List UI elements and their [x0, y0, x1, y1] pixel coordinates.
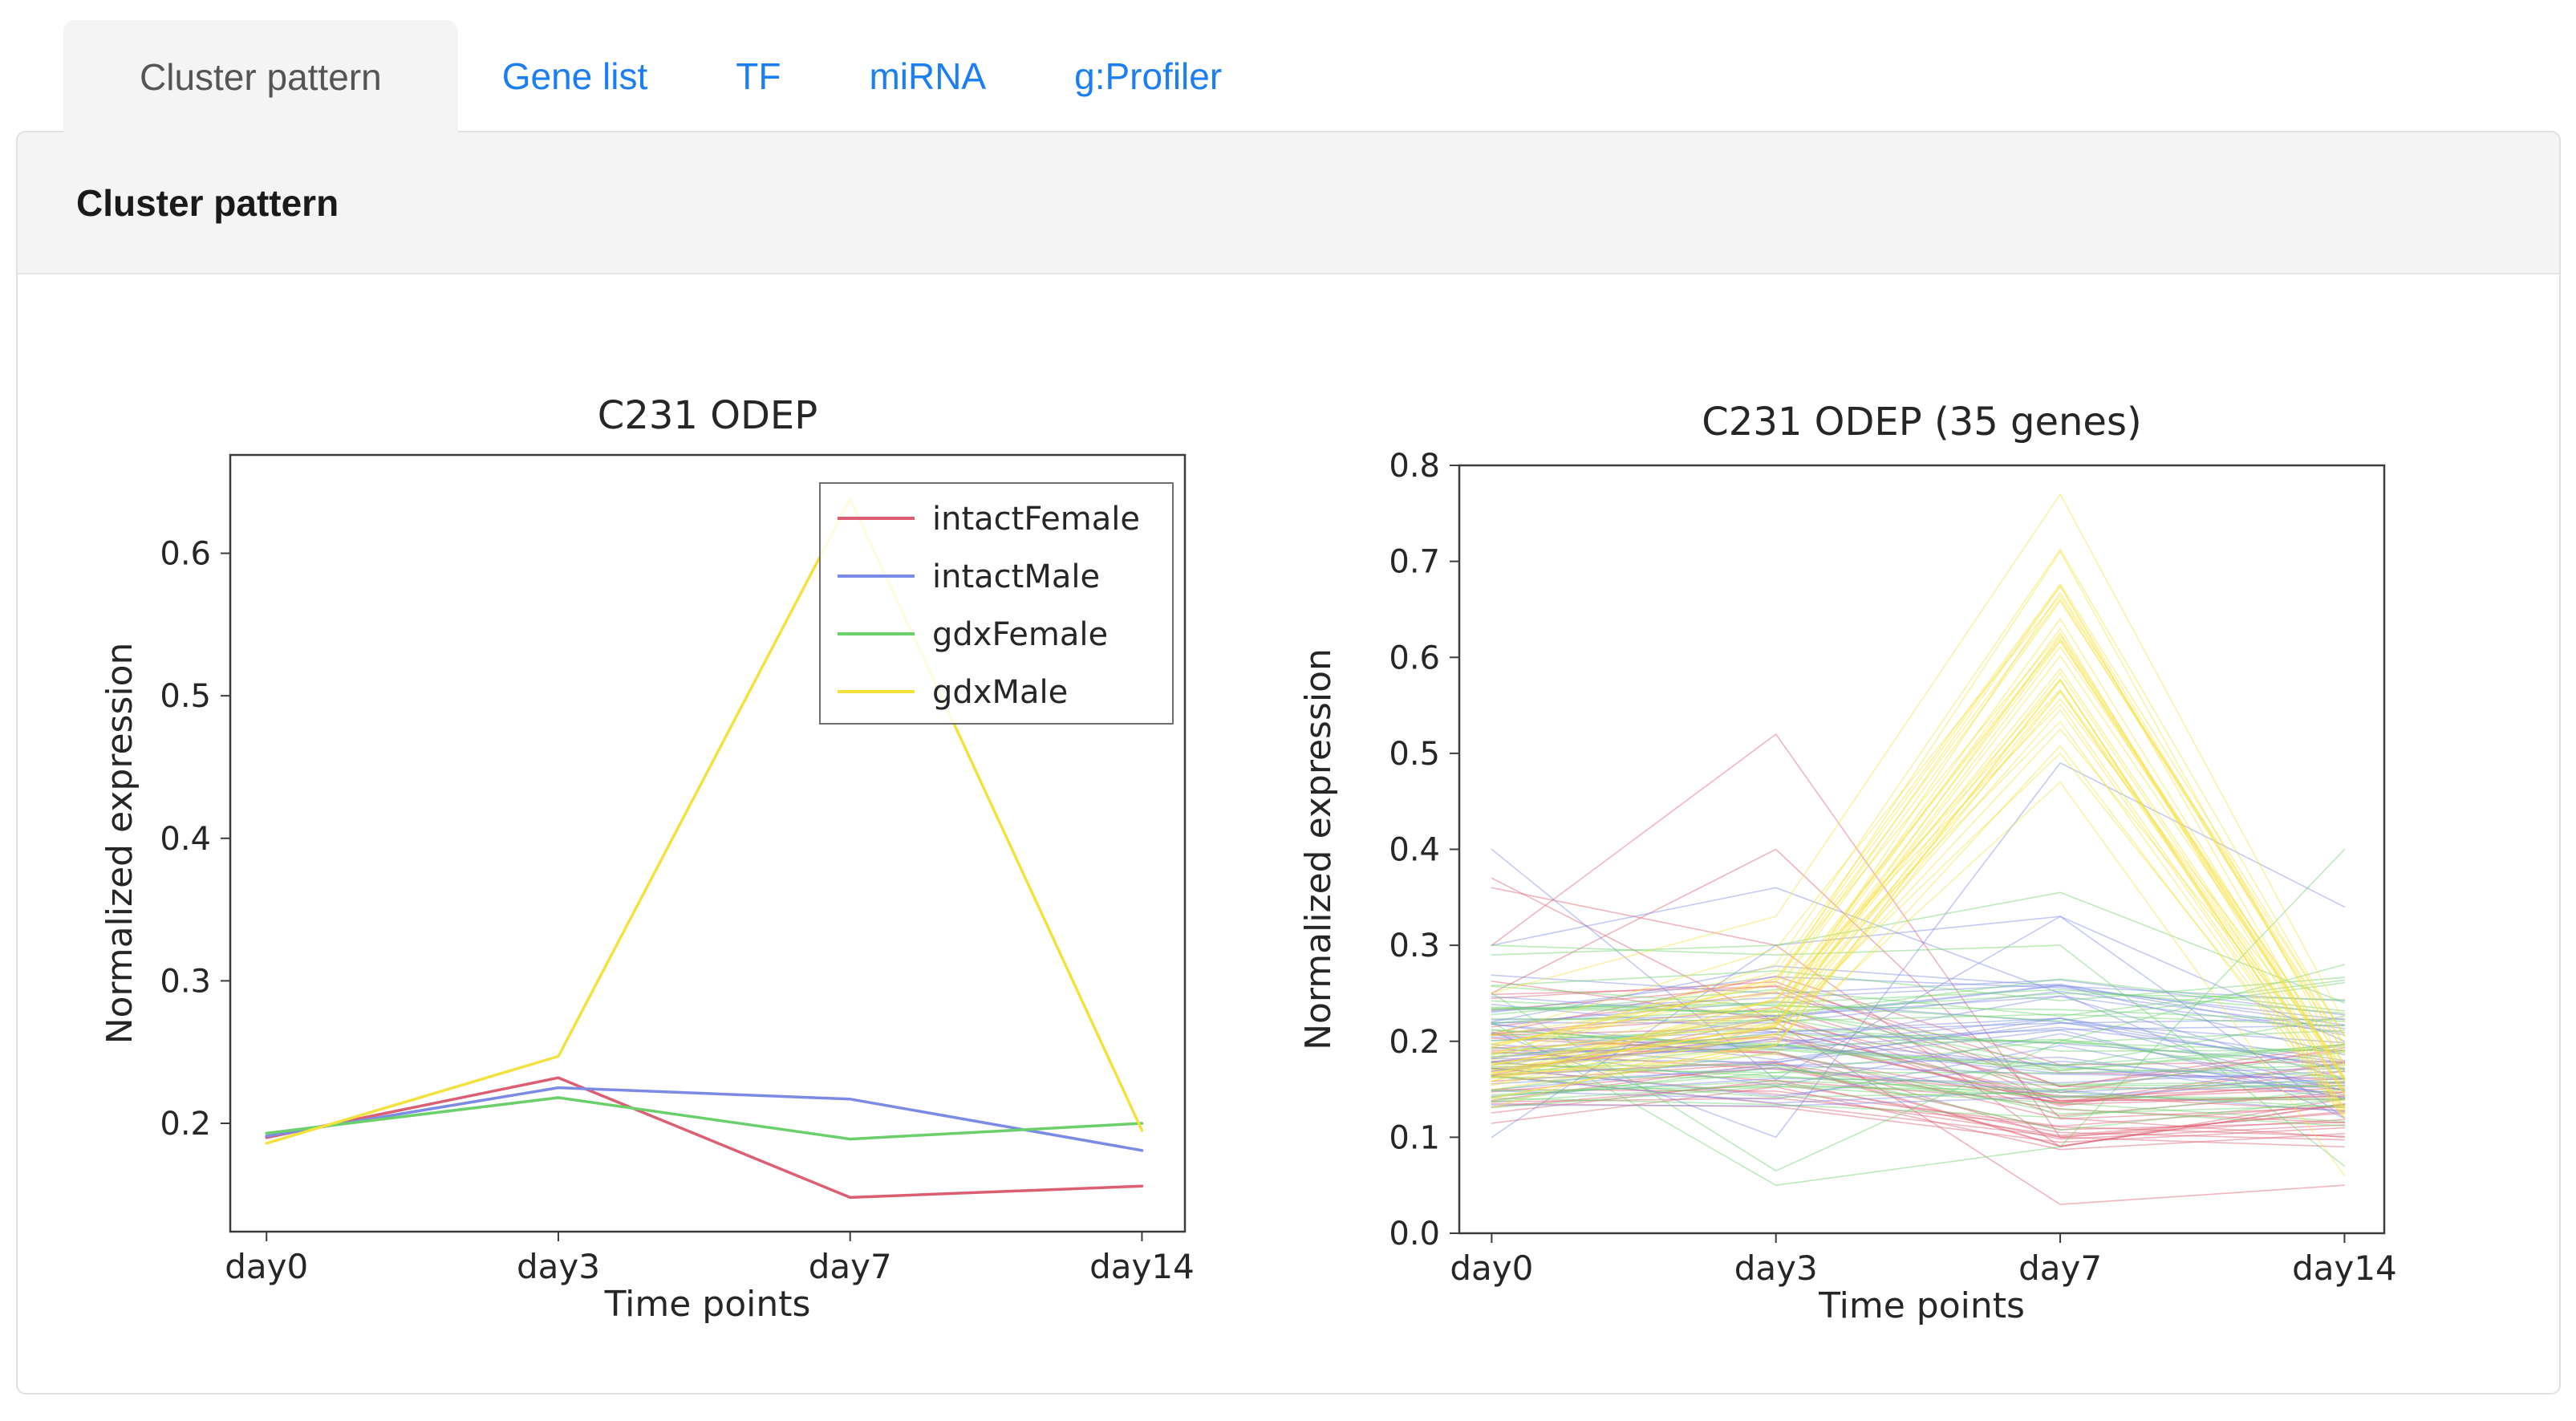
tab-mirna[interactable]: miRNA	[869, 55, 987, 97]
svg-text:0.7: 0.7	[1389, 544, 1440, 581]
svg-text:gdxFemale: gdxFemale	[932, 616, 1108, 653]
tab-bar: Cluster pattern Gene list TF miRNA g:Pro…	[0, 20, 1266, 134]
tab-cluster-pattern[interactable]: Cluster pattern	[63, 20, 458, 134]
svg-text:0.4: 0.4	[1389, 832, 1440, 869]
svg-text:day14: day14	[1089, 1247, 1195, 1286]
svg-text:day3: day3	[517, 1247, 600, 1286]
svg-text:Time points: Time points	[604, 1284, 811, 1325]
tab-gene-list[interactable]: Gene list	[501, 55, 648, 97]
svg-text:day0: day0	[225, 1247, 308, 1286]
tab-gprofiler[interactable]: g:Profiler	[1074, 55, 1223, 97]
cluster-genes-spaghetti-chart: C231 ODEP (35 genes) Time points Normalize…	[1298, 400, 2397, 1326]
tab-tf[interactable]: TF	[736, 55, 781, 97]
svg-text:day3: day3	[1734, 1248, 1818, 1288]
svg-text:day7: day7	[2018, 1248, 2102, 1288]
svg-text:0.2: 0.2	[1389, 1024, 1440, 1061]
svg-text:day14: day14	[2292, 1248, 2397, 1288]
svg-text:intactMale: intactMale	[932, 558, 1100, 595]
svg-text:0.5: 0.5	[160, 678, 211, 715]
cluster-pattern-panel: Cluster pattern C231 ODEP Time points Norm…	[16, 131, 2561, 1395]
svg-text:0.2: 0.2	[160, 1106, 211, 1143]
svg-text:C231 ODEP (35 genes): C231 ODEP (35 genes)	[1702, 400, 2141, 445]
svg-text:0.8: 0.8	[1389, 448, 1440, 485]
svg-text:0.4: 0.4	[160, 821, 211, 858]
svg-text:0.6: 0.6	[1389, 639, 1440, 676]
panel-title: Cluster pattern	[76, 181, 339, 224]
charts-area: C231 ODEP Time points Normalized expressio…	[18, 274, 2559, 1393]
svg-text:0.6: 0.6	[160, 536, 211, 573]
svg-text:day7: day7	[809, 1247, 892, 1286]
cluster-mean-line-chart: C231 ODEP Time points Normalized expressio…	[99, 393, 1195, 1325]
svg-text:gdxMale: gdxMale	[932, 674, 1068, 711]
svg-text:C231 ODEP: C231 ODEP	[598, 393, 817, 438]
svg-text:Normalized expression: Normalized expression	[1298, 648, 1339, 1050]
panel-header: Cluster pattern	[18, 132, 2559, 274]
svg-text:Normalized expression: Normalized expression	[99, 643, 140, 1045]
svg-text:0.3: 0.3	[160, 963, 211, 1000]
svg-text:0.3: 0.3	[1389, 928, 1440, 964]
svg-text:0.0: 0.0	[1389, 1216, 1440, 1253]
svg-text:day0: day0	[1450, 1248, 1533, 1288]
svg-text:0.1: 0.1	[1389, 1119, 1440, 1156]
svg-text:0.5: 0.5	[1389, 736, 1440, 773]
svg-text:Time points: Time points	[1818, 1285, 2025, 1326]
svg-text:intactFemale: intactFemale	[932, 501, 1140, 538]
